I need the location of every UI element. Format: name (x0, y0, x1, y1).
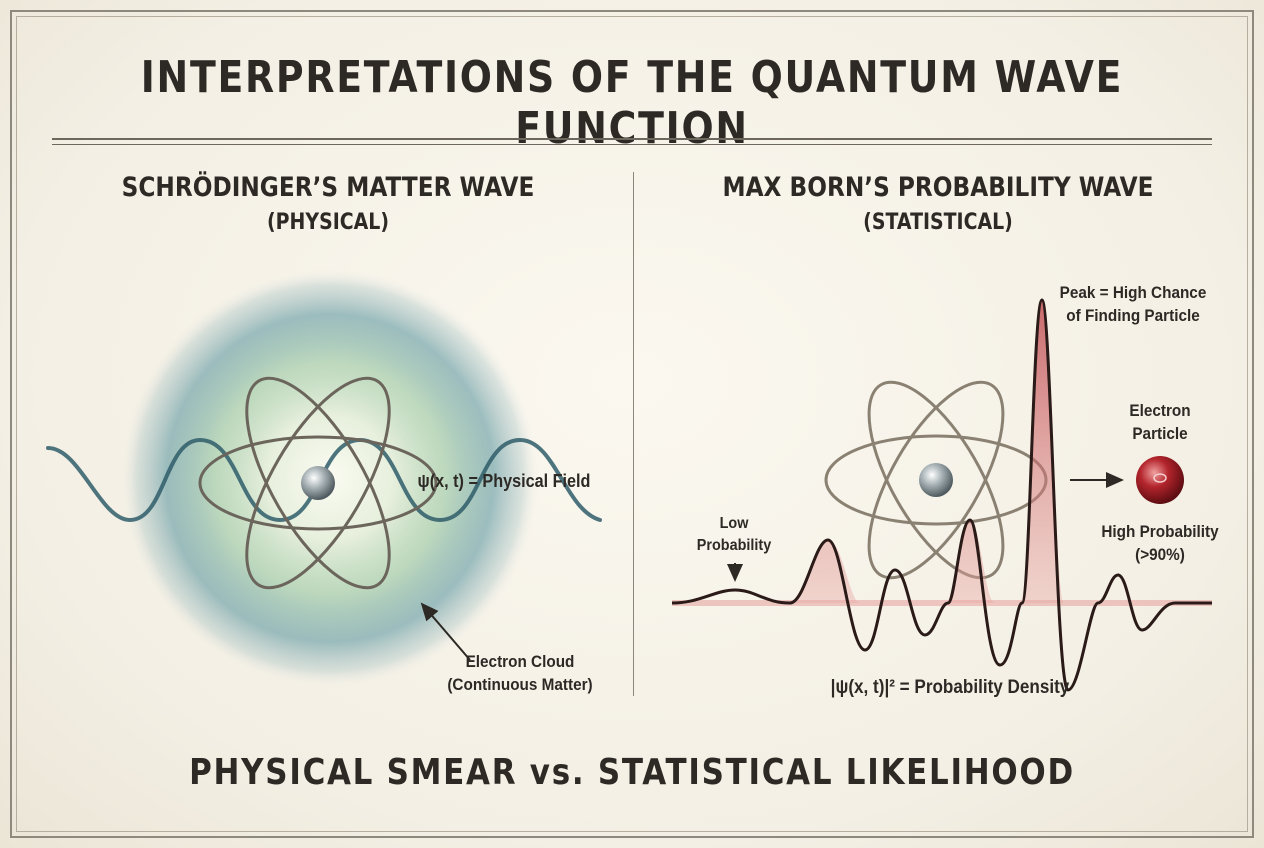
high-probability-label: High Probability (>90%) (1095, 520, 1225, 566)
peak-label: Peak = High Chance of Finding Particle (1058, 281, 1207, 327)
title-rule-top (52, 138, 1212, 140)
high-probability-label-line1: High Probability (1101, 522, 1219, 541)
probability-wave-illustration (671, 298, 1212, 692)
right-panel-heading: MAX BORN’S PROBABILITY WAVE (722, 172, 1154, 203)
high-probability-label-line2: (>90%) (1135, 545, 1185, 564)
nucleus-right (919, 463, 953, 497)
inner-frame (16, 16, 1248, 832)
probability-wave-line (671, 298, 1212, 692)
physical-field-equation: ψ(x, t) = Physical Field (417, 471, 591, 491)
electron-particle (1136, 456, 1184, 504)
atom-orbits-left (198, 376, 438, 590)
low-probability-label-line2: Probability (696, 537, 772, 554)
probability-density-equation: |ψ(x, t)|² = Probability Density (830, 677, 1070, 698)
low-probability-label-line1: Low (719, 515, 749, 532)
electron-cloud-label-line2: (Continuous Matter) (447, 675, 593, 694)
peak-label-line2: of Finding Particle (1066, 306, 1200, 325)
electron-particle-label-line1: Electron (1129, 401, 1191, 420)
page-title: INTERPRETATIONS OF THE QUANTUM WAVE FUNC… (140, 52, 1124, 154)
electron-cloud-label-line1: Electron Cloud (465, 652, 575, 671)
left-panel-heading: SCHRÖDINGER’S MATTER WAVE (121, 172, 535, 203)
bottom-caption: PHYSICAL SMEAR vs. STATISTICAL LIKELIHOO… (189, 752, 1075, 793)
peak-label-line1: Peak = High Chance (1059, 283, 1207, 302)
electron-particle-label-line2: Particle (1132, 424, 1188, 443)
cloud-arrow (420, 602, 471, 661)
panel-divider (633, 172, 634, 696)
probability-density-fill (790, 300, 1064, 603)
electron-particle-label: Electron Particle (1115, 399, 1205, 445)
electron-cloud-label: Electron Cloud (Continuous Matter) (444, 650, 595, 696)
low-probability-label: Low Probability (689, 513, 779, 557)
electron-particle-highlight (1153, 473, 1167, 483)
right-panel-subheading: (STATISTICAL) (863, 210, 1013, 235)
left-panel-subheading: (PHYSICAL) (267, 210, 389, 235)
title-rule-bottom (52, 144, 1212, 145)
nucleus-left (301, 466, 335, 500)
electron-cloud-illustration (46, 268, 602, 688)
outer-frame (10, 10, 1254, 838)
